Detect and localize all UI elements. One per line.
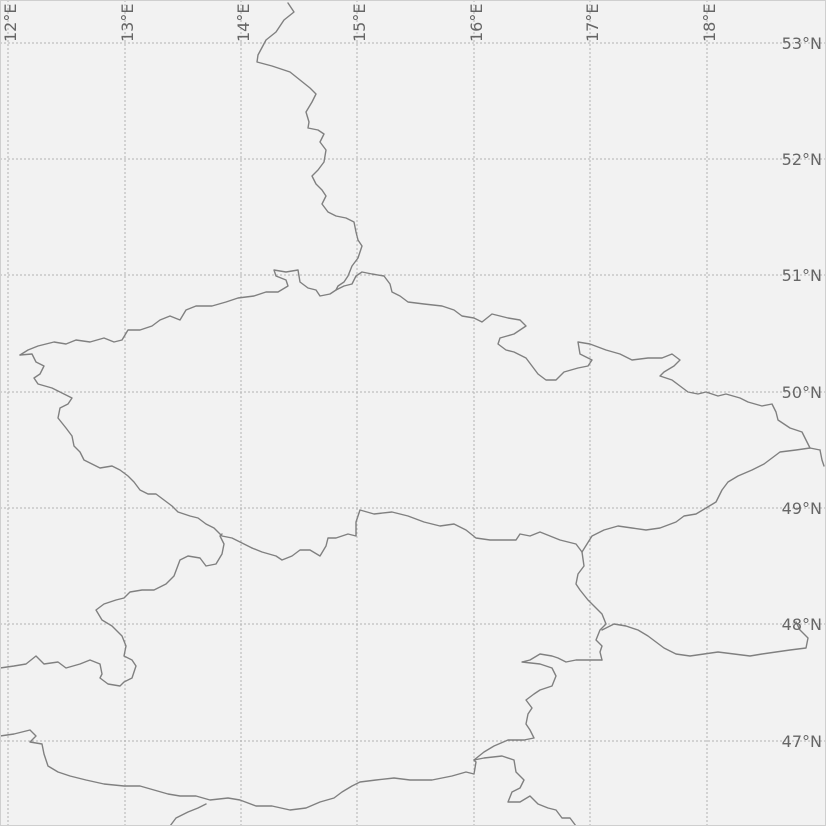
lon-label-14e: 14°E [234,4,253,42]
border-austria-italy-slovenia [0,729,477,811]
lat-label-48n: 48°N [782,615,822,634]
lat-label-52n: 52°N [782,150,822,169]
border-germany-austria [0,533,225,687]
lon-label-15e: 15°E [350,4,369,42]
border-germany-poland [256,2,363,291]
lon-label-18e: 18°E [700,4,719,42]
lat-label-50n: 50°N [782,383,822,402]
lon-label-16e: 16°E [467,4,486,42]
lat-label-53n: 53°N [782,34,822,53]
lon-label-13e: 13°E [118,4,137,42]
border-czechia-austria [251,509,583,561]
lat-label-51n: 51°N [782,266,822,285]
border-slovakia-hungary [601,621,809,657]
border-austria-hungary [473,653,603,761]
latitude-labels: 53°N 52°N 51°N 50°N 49°N 48°N 47°N [782,34,822,751]
lat-label-47n: 47°N [782,732,822,751]
longitude-labels: 12°E 13°E 14°E 15°E 16°E 17°E 18°E [1,4,719,42]
border-slovenia-italy-south [169,803,207,826]
border-slovenia-croatia [473,755,577,826]
lon-label-12e: 12°E [1,4,20,42]
lat-label-49n: 49°N [782,499,822,518]
lon-label-17e: 17°E [583,4,602,42]
border-slovakia-ukraine-tip [819,449,825,467]
border-austria-slovakia [575,551,607,661]
border-czechia-poland [19,269,811,449]
border-germany-czechia [19,353,253,549]
border-czechia-slovakia [581,447,821,553]
